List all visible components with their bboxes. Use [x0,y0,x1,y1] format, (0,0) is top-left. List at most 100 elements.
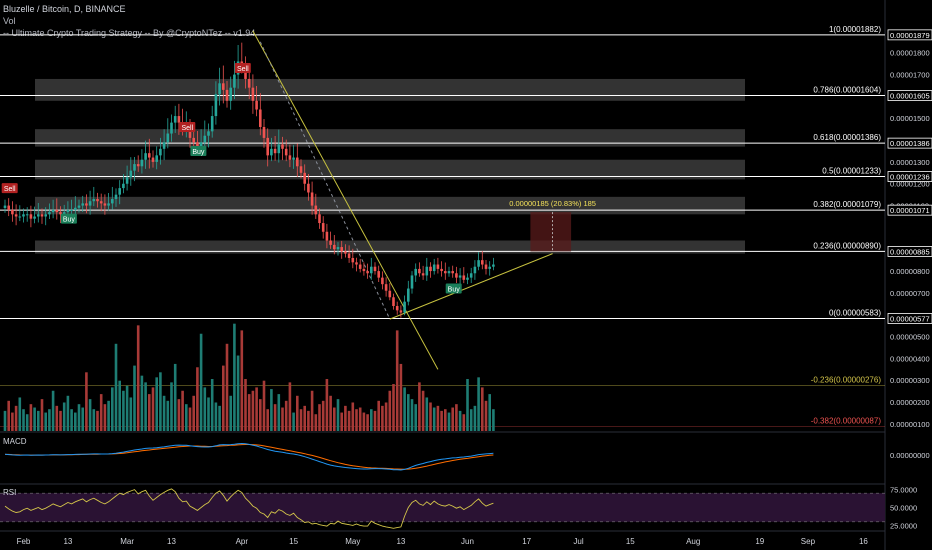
candle-body [370,266,373,274]
volume-bar [22,409,25,431]
volume-bar [29,404,33,431]
candle-body [481,260,484,265]
volume-bar [166,400,170,431]
volume-bar [218,405,221,431]
candle-body [177,116,181,123]
price-tick-label: 0.00001700 [890,71,930,80]
candle-body [170,122,173,134]
candle-body [81,203,84,206]
volume-bar [140,375,144,431]
candle-body [88,201,92,206]
volume-bar [136,325,140,431]
signal-line [5,444,494,470]
candle-body [37,214,40,217]
signal-label: Sell [4,186,16,193]
volume-bar [425,397,429,431]
resistance-zone [35,196,745,215]
volume-bar [203,387,207,431]
volume-bar [70,409,73,431]
volume-bar [44,412,47,431]
volume-bar [362,412,366,431]
volume-bar [284,400,288,431]
candle-body [473,266,477,274]
candle-body [7,205,10,210]
time-tick-label: 17 [522,537,531,546]
volume-bar [336,399,340,431]
candle-body [292,157,295,160]
volume-bar [199,333,203,431]
volume-bar [388,390,392,431]
volume-bar [25,414,29,431]
signal-badge [179,121,196,132]
candle-body [14,214,18,217]
volume-bar [210,379,214,431]
candle-body [96,199,99,202]
volume-bar [162,395,166,431]
signal-label: Sell [237,66,249,73]
candle-body [340,247,343,252]
time-tick-label: 15 [626,537,635,546]
volume-bar [48,409,51,431]
volume-bar [133,365,136,431]
candle-body [229,87,232,101]
candle-body [3,205,7,208]
candle-body [159,148,162,156]
volume-bar [155,377,158,431]
volume-bar [296,395,299,431]
volume-bar [62,402,66,431]
candle-body [111,199,114,204]
candle-body [22,214,25,217]
price-tag-box [887,171,932,182]
volume-bar [421,390,425,431]
volume-bar [196,367,199,431]
volume-label: Vol [3,16,16,26]
candle-body [273,148,277,154]
volume-bar [270,389,273,431]
candle-body [144,153,147,160]
candle-body [466,277,469,280]
candle-body [281,144,284,149]
macd-label: MACD [3,437,27,446]
price-tick-label: 0.00000200 [890,398,930,407]
volume-bar [273,404,277,431]
candle-body [55,209,59,213]
price-tag-box [887,29,932,41]
candle-body [66,209,70,213]
resistance-zone [35,78,745,101]
price-tick-label: 0.00000500 [890,333,930,342]
candle-body [469,273,473,278]
candle-body [303,172,306,184]
candle-body [166,133,170,143]
volume-bar [92,409,96,431]
price-tag-label: 0.00000885 [890,247,930,256]
volume-bar [370,409,373,431]
candle-body [70,209,73,211]
volume-bar [7,400,10,431]
fib-level-label: -0.236(0.00000276) [811,375,882,384]
volume-bar [381,405,384,431]
candle-body [262,126,266,138]
volume-bar [255,387,258,431]
volume-bar [399,363,403,431]
volume-bar [207,397,210,431]
candle-body [140,159,144,167]
time-tick-label: Aug [686,537,700,546]
candle-body [103,203,107,206]
volume-bar [447,412,451,431]
price-tick-label: 0.00000100 [890,420,930,429]
volume-bar [74,412,77,431]
candle-body [373,266,377,272]
time-tick-label: 16 [859,537,868,546]
time-tick-label: 19 [755,537,764,546]
candle-body [74,207,77,210]
candle-body [133,164,136,171]
volume-bar [351,402,355,431]
candle-body [344,251,347,254]
price-tick-label: 0.00001300 [890,158,930,167]
candle-body [484,264,488,269]
volume-bar [251,390,255,431]
volume-bar [59,410,62,431]
volume-bar [477,377,480,431]
time-tick-label: May [345,537,360,546]
